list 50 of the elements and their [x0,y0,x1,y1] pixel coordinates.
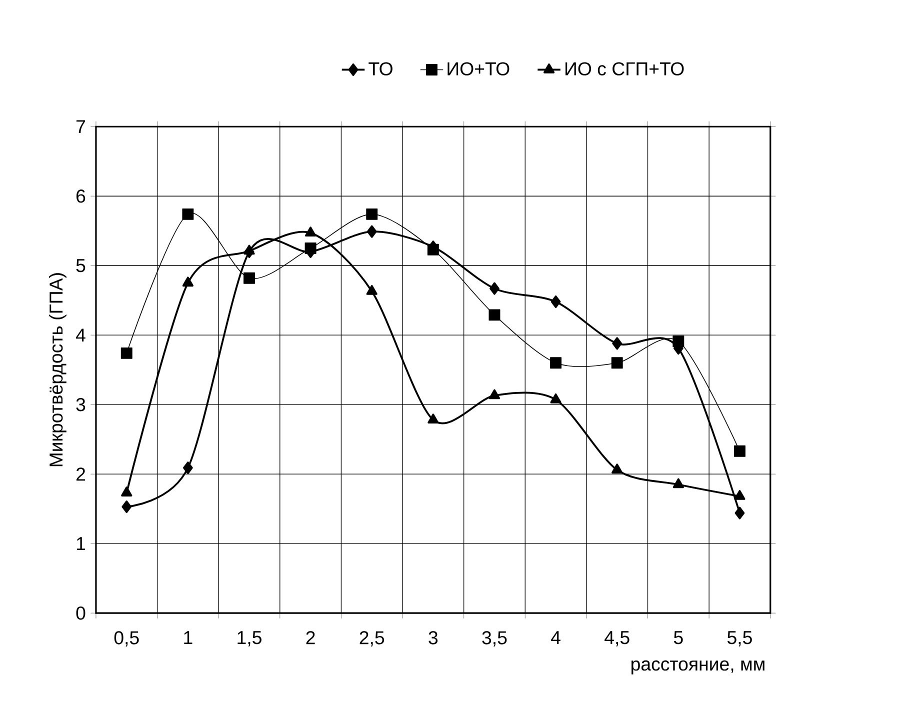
point [122,500,132,514]
legend-label: ИО с СГП+ТО [566,62,684,76]
y-tick-label: 1 [76,537,86,550]
y-tick-label: 3 [76,398,86,412]
point [550,357,562,369]
y-tick-label: 5 [76,259,86,272]
point [550,295,561,308]
x-tick-label: 5,5 [728,631,752,646]
point [550,393,562,404]
point [488,389,500,400]
point [611,357,623,369]
point [734,445,746,457]
x-tick-label: 1 [184,631,192,644]
x-tick-label: 4 [551,631,560,644]
y-tick-label: 4 [76,328,86,342]
point [366,208,378,220]
legend-label: ТО [368,62,392,76]
y-tick-label: 6 [76,189,86,203]
y-tick-label: 2 [76,468,85,481]
point [366,285,378,295]
point [672,478,684,488]
x-tick-label: 4,5 [604,631,630,646]
x-tick-label: 2,5 [360,631,384,647]
x-tick-label: 0,5 [114,631,139,647]
point [183,462,193,474]
y-axis-title: Микротвёрдость (ГПА) [49,273,66,466]
point [366,225,377,238]
point [182,208,194,220]
point [734,490,746,500]
x-tick-label: 1,5 [238,631,262,646]
point [612,337,622,350]
x-tick-label: 3 [428,631,438,644]
point [244,272,255,284]
point [428,414,439,424]
point [490,282,500,295]
x-axis-title: расстояние, мм [632,660,764,674]
y-tick-label: 0 [76,606,86,620]
point [734,506,745,520]
y-tick-label: 7 [76,120,85,134]
legend-label: ИО+ТО [448,62,510,76]
x-tick-label: 3,5 [482,631,507,647]
point [612,464,623,474]
x-tick-label: 2 [306,631,315,644]
point [488,309,500,321]
point [305,226,316,237]
point [182,276,194,287]
x-tick-label: 5 [674,631,683,644]
point [120,347,132,359]
point [121,486,132,496]
point [244,245,254,258]
